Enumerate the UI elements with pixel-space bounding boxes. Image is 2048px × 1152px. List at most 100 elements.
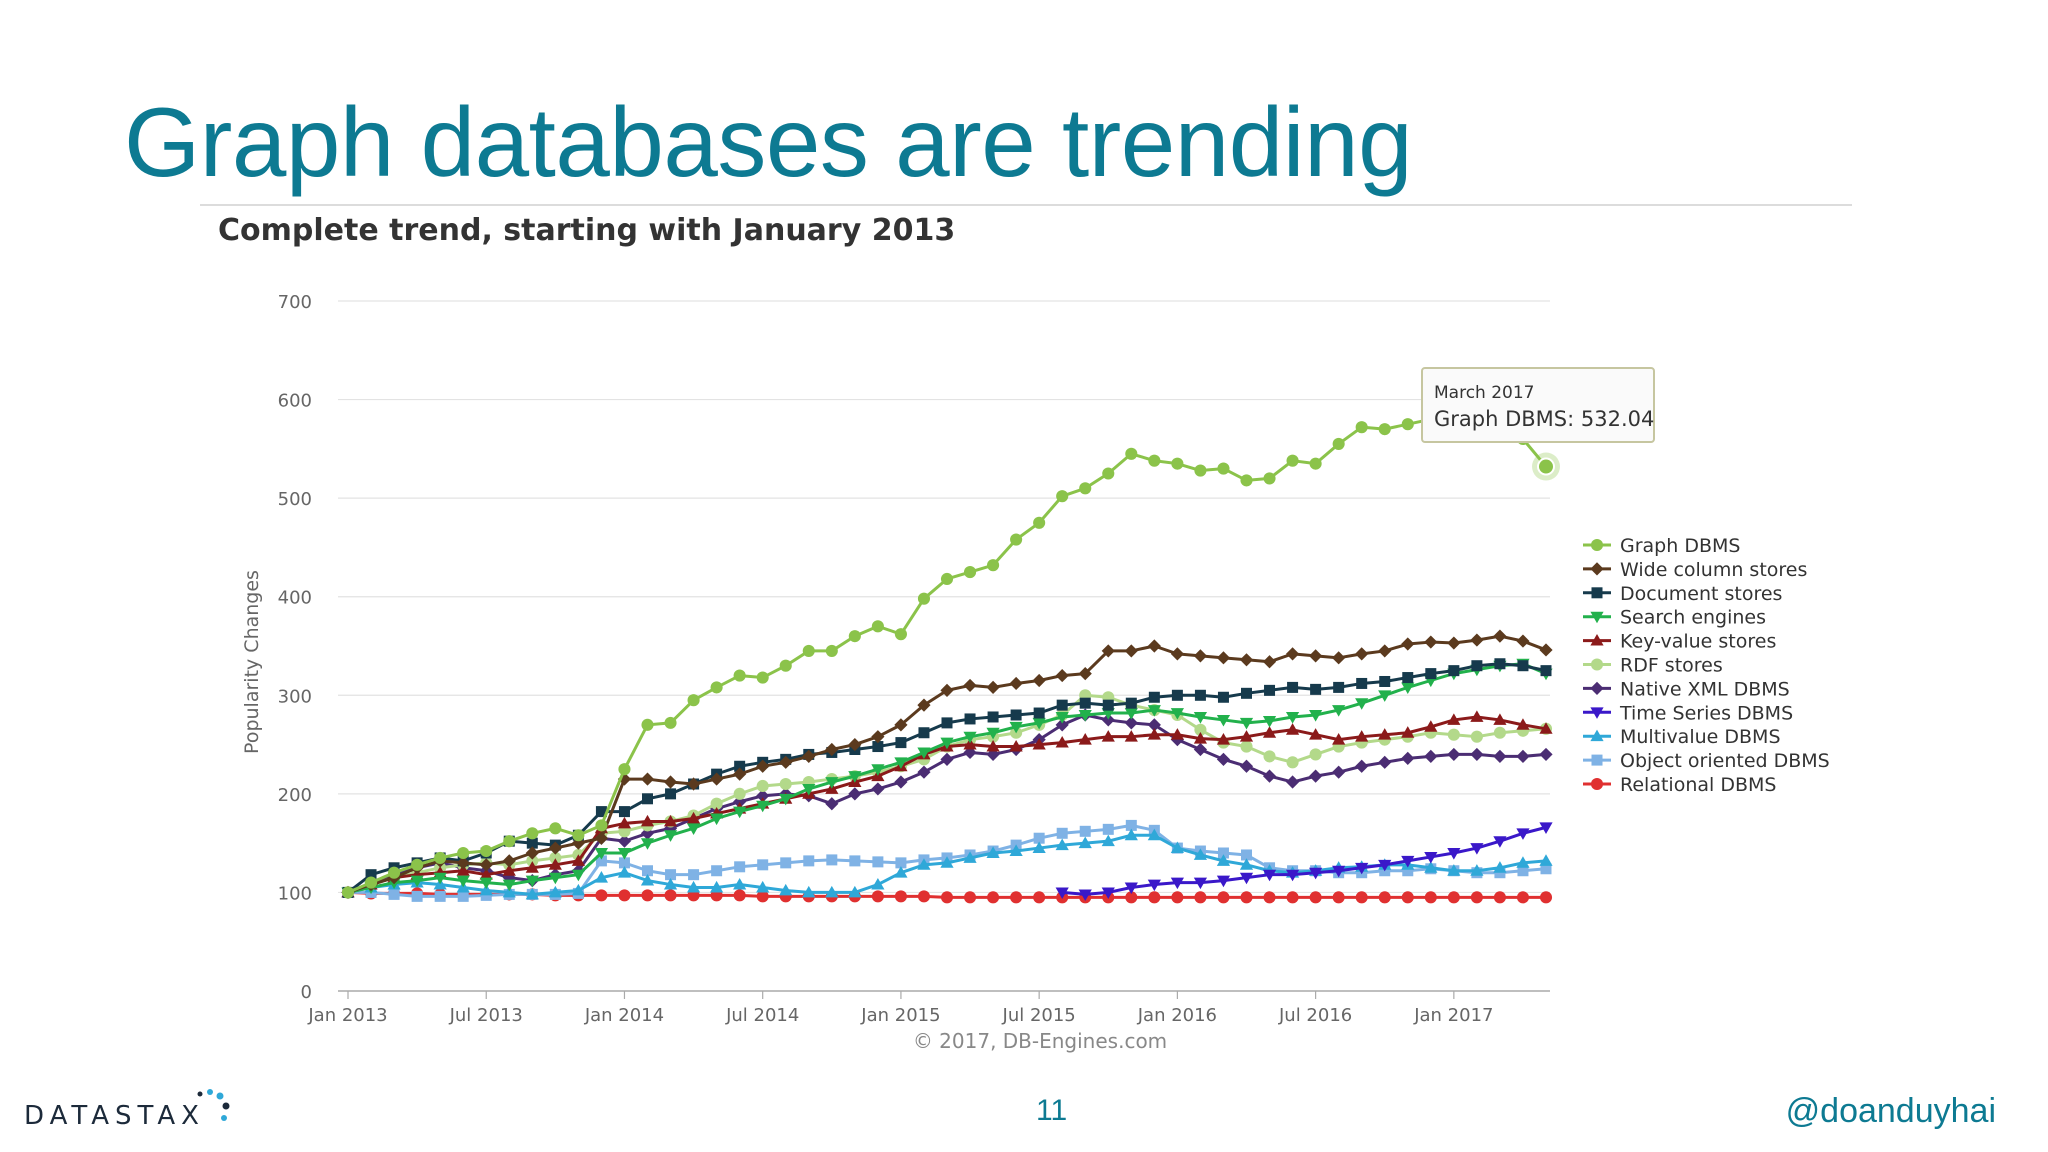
data-point <box>1124 716 1138 730</box>
data-point <box>663 830 678 842</box>
data-point <box>1124 644 1138 658</box>
data-point <box>686 777 701 791</box>
data-point <box>1239 872 1254 885</box>
data-point <box>1424 851 1438 864</box>
y-tick-label: 200 <box>278 785 312 806</box>
data-point <box>1470 843 1484 855</box>
data-point <box>848 787 862 801</box>
data-point <box>756 800 770 813</box>
data-point <box>710 772 724 786</box>
data-point <box>665 869 677 881</box>
title-divider <box>200 204 1852 206</box>
data-point <box>1309 649 1323 663</box>
data-point <box>1309 867 1323 880</box>
data-point <box>1241 687 1252 699</box>
data-point <box>1033 516 1046 529</box>
data-point <box>1009 676 1023 691</box>
legend-item-multivalue-dbms[interactable]: Multivalue DBMS <box>1583 726 1781 748</box>
data-point <box>642 793 653 805</box>
data-point <box>710 813 724 826</box>
data-point <box>618 889 631 902</box>
legend-label: Search engines <box>1620 607 1766 629</box>
legend-item-rdf-stores[interactable]: RDF stores <box>1583 655 1723 677</box>
data-point <box>1401 891 1414 904</box>
data-point <box>1355 698 1369 710</box>
data-point <box>1010 533 1023 546</box>
data-point <box>940 572 954 586</box>
data-point <box>1148 454 1161 467</box>
data-point <box>1285 647 1300 661</box>
data-point <box>780 857 792 869</box>
data-point <box>1332 733 1346 745</box>
data-point <box>503 835 516 848</box>
data-point <box>779 883 793 896</box>
data-point <box>1470 891 1483 904</box>
data-point <box>710 880 724 893</box>
data-point <box>1078 733 1092 745</box>
data-point <box>1193 848 1208 860</box>
legend-item-time-series-dbms[interactable]: Time Series DBMS <box>1583 702 1793 724</box>
data-point <box>456 864 470 876</box>
data-point <box>802 783 816 796</box>
data-point <box>871 730 885 744</box>
data-point <box>640 814 655 827</box>
data-point <box>1378 644 1392 658</box>
data-point <box>595 806 607 818</box>
highlighted-point <box>1537 457 1555 476</box>
data-point <box>1010 709 1022 721</box>
legend-marker <box>1590 634 1604 646</box>
data-point <box>986 846 1000 858</box>
data-point <box>663 775 678 789</box>
data-point <box>617 866 632 878</box>
data-point <box>1309 891 1322 904</box>
legend-item-object-oriented-dbms[interactable]: Object oriented DBMS <box>1583 750 1830 772</box>
legend-item-key-value-stores[interactable]: Key-value stores <box>1583 631 1776 653</box>
data-point <box>1170 647 1184 661</box>
tooltip-value: Graph DBMS: 532.04 <box>1434 407 1654 431</box>
data-point <box>1263 472 1276 485</box>
data-point <box>1401 726 1415 738</box>
data-point <box>548 858 562 870</box>
data-point <box>617 816 632 829</box>
data-point <box>572 829 585 842</box>
data-point <box>1033 707 1045 719</box>
legend-item-search-engines[interactable]: Search engines <box>1583 607 1766 629</box>
data-point <box>734 760 746 772</box>
legend-item-document-stores[interactable]: Document stores <box>1583 583 1782 605</box>
data-point <box>917 858 931 870</box>
data-point <box>640 772 655 786</box>
data-point <box>825 885 839 898</box>
data-point <box>964 713 976 725</box>
data-point <box>1355 862 1369 875</box>
legend-item-relational-dbms[interactable]: Relational DBMS <box>1583 774 1776 796</box>
data-point <box>756 779 769 793</box>
series-native-xml-dbms <box>341 708 1553 900</box>
data-point <box>1424 861 1438 873</box>
data-point <box>779 659 792 672</box>
series-multivalue-dbms <box>341 828 1553 900</box>
data-point <box>1424 635 1438 649</box>
legend-label: Wide column stores <box>1620 559 1807 581</box>
legend-item-native-xml-dbms[interactable]: Native XML DBMS <box>1583 678 1790 700</box>
legend-marker <box>1590 611 1604 624</box>
legend-marker <box>1590 562 1604 576</box>
data-point <box>986 747 1000 762</box>
data-point <box>1171 689 1183 701</box>
data-point <box>756 789 770 803</box>
data-point <box>1009 739 1023 752</box>
data-point <box>1101 730 1115 742</box>
data-point <box>549 851 562 864</box>
x-tick-label: Jan 2017 <box>1413 1005 1493 1026</box>
data-point <box>571 883 585 896</box>
data-point <box>1216 875 1231 888</box>
legend-item-wide-column-stores[interactable]: Wide column stores <box>1583 559 1807 581</box>
data-point <box>1539 747 1553 762</box>
data-point <box>1516 856 1530 868</box>
y-tick-label: 500 <box>278 489 312 510</box>
data-point <box>756 671 769 684</box>
data-point <box>595 819 608 832</box>
legend-item-graph-dbms[interactable]: Graph DBMS <box>1583 535 1740 557</box>
x-tick-label: Jan 2013 <box>307 1005 387 1026</box>
x-tick-label: Jan 2014 <box>584 1005 664 1026</box>
data-point <box>1470 747 1484 762</box>
